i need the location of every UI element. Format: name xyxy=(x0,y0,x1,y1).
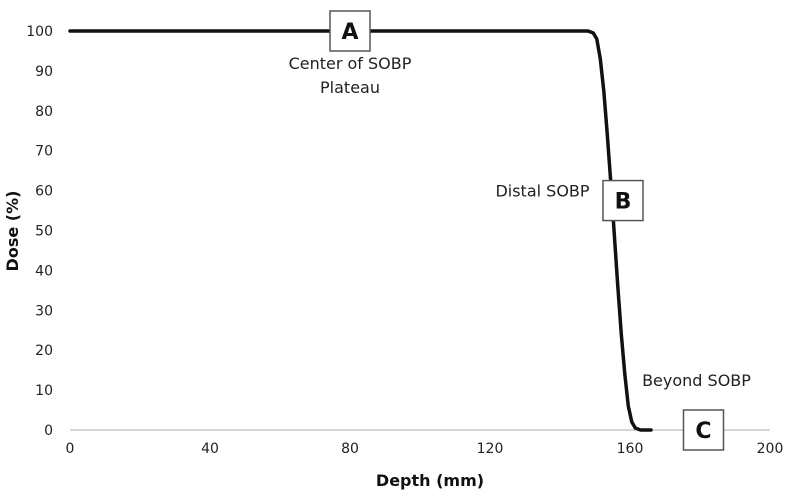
x-tick-label: 80 xyxy=(341,441,359,457)
marker-boxes: A B C xyxy=(329,10,725,451)
y-tick-labels: 0 10 20 30 40 50 60 70 80 90 100 xyxy=(26,24,53,439)
y-tick-label: 50 xyxy=(35,224,53,240)
x-tick-label: 0 xyxy=(66,441,75,457)
x-tick-labels: 0 40 80 120 160 200 xyxy=(66,441,784,457)
marker-a: A xyxy=(329,10,371,52)
y-axis-title: Dose (%) xyxy=(3,191,22,272)
annotation-label: Beyond SOBP xyxy=(642,371,751,390)
y-tick-label: 30 xyxy=(35,303,53,319)
marker-box xyxy=(682,409,725,451)
series-layer xyxy=(68,29,653,432)
annotations: Center of SOBP Plateau Distal SOBP Beyond S… xyxy=(289,54,752,390)
marker-box xyxy=(329,10,371,52)
marker-letter: B xyxy=(615,190,632,215)
x-axis-title: Depth (mm) xyxy=(376,471,484,490)
marker-box xyxy=(602,179,644,222)
y-tick-label: 100 xyxy=(26,24,53,40)
y-tick-label: 90 xyxy=(35,64,53,80)
dose-curve xyxy=(68,29,653,432)
annotation-label: Center of SOBP xyxy=(289,54,412,73)
y-tick-label: 70 xyxy=(35,144,53,160)
y-tick-label: 40 xyxy=(35,263,53,279)
annotation-label: Plateau xyxy=(320,78,380,97)
marker-b: B xyxy=(602,179,644,222)
y-tick-label: 10 xyxy=(35,383,53,399)
y-tick-label: 60 xyxy=(35,184,53,200)
y-tick-label: 80 xyxy=(35,104,53,120)
marker-letter: A xyxy=(341,20,358,45)
x-tick-label: 200 xyxy=(757,441,784,457)
x-tick-label: 120 xyxy=(477,441,504,457)
marker-letter: C xyxy=(695,419,711,444)
x-tick-label: 40 xyxy=(201,441,219,457)
marker-c: C xyxy=(682,409,725,451)
y-tick-label: 20 xyxy=(35,343,53,359)
y-tick-label: 0 xyxy=(44,423,53,439)
annotation-label: Distal SOBP xyxy=(495,182,589,201)
x-tick-label: 160 xyxy=(617,441,644,457)
